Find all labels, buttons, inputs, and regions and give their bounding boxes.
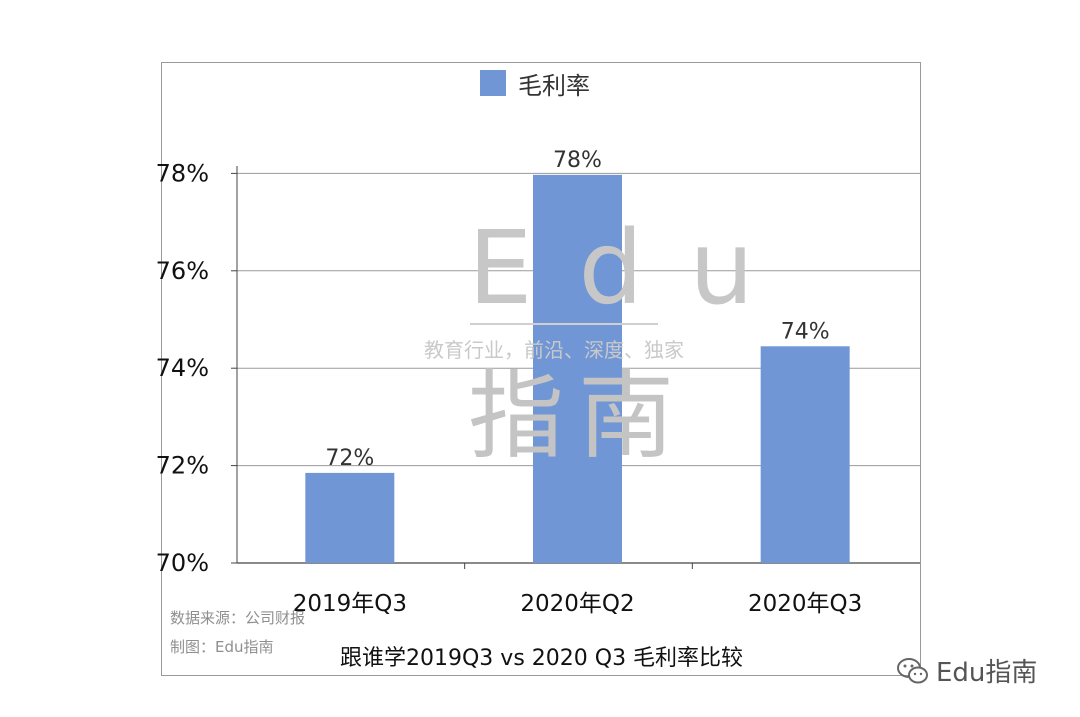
x-tick-label: 2020年Q2 [520, 591, 634, 617]
bar [305, 472, 395, 563]
watermark-edu: Edu [468, 209, 800, 328]
legend: 毛利率 [480, 68, 590, 100]
brand: Edu指南 [896, 652, 1037, 689]
y-tick-label: 72% [156, 452, 209, 480]
watermark-zhinan: 指南 [468, 360, 688, 472]
watermark-slogan: 教育行业，前沿、深度、独家 [424, 338, 684, 362]
bar [533, 174, 622, 563]
y-tick-label: 70% [156, 549, 209, 577]
brand-label: Edu指南 [936, 658, 1038, 688]
chart-frame [161, 62, 921, 676]
source-note: 数据来源：公司财报 [170, 609, 306, 627]
chart-title: 跟谁学2019Q3 vs 2020 Q3 毛利率比较 [340, 646, 744, 671]
watermark-divider [470, 323, 658, 325]
data-label: 72% [325, 446, 374, 471]
legend-swatch [480, 70, 506, 96]
bar [760, 346, 850, 563]
x-tick-label: 2019年Q3 [293, 591, 407, 617]
y-tick-label: 74% [156, 354, 209, 382]
x-tick-label: 2020年Q3 [748, 591, 862, 617]
legend-label: 毛利率 [518, 71, 590, 100]
y-tick-label: 76% [156, 257, 209, 285]
y-tick-label: 78% [156, 159, 209, 187]
maker-note: 制图：Edu指南 [170, 638, 274, 656]
data-label: 78% [553, 148, 602, 173]
data-label: 74% [781, 319, 830, 344]
wechat-icon [897, 657, 928, 683]
